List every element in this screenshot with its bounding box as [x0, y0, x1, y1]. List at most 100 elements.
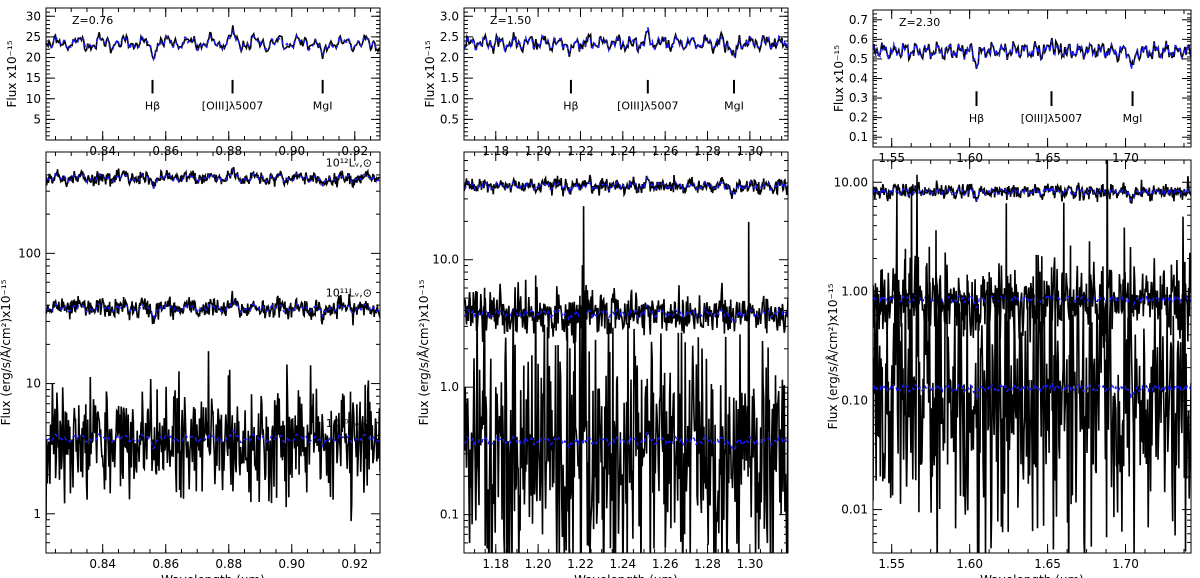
- y-tick-label: 0.1: [440, 508, 459, 522]
- x-tick-label: 1.30: [737, 557, 764, 571]
- y-tick-label: 0.5: [440, 112, 459, 126]
- model-spectrum-1: [873, 38, 1191, 71]
- data-spectrum-2: [46, 290, 380, 326]
- redshift-label: Z=2.30: [899, 16, 940, 29]
- y-tick-label: 20: [26, 51, 41, 65]
- line-label: MgI: [313, 99, 333, 112]
- spectra-group: [46, 166, 380, 522]
- axes-frame: [872, 159, 1192, 554]
- y-axis-label: Flux (erg/s/Å/cm²)x10⁻¹⁵: [416, 279, 431, 425]
- panel-top-2: 1.18 1.20 1.22 1.24 1.26 1.28 1.30 0.5 1.0 1.5 2.0…: [423, 7, 789, 158]
- data-spectrum-1: [46, 25, 380, 61]
- x-tick-label: 0.84: [89, 144, 116, 158]
- y-tick-label: 10: [26, 92, 41, 106]
- x-tick-label: 1.18: [482, 557, 509, 571]
- data-spectrum-3: [464, 206, 788, 553]
- x-tick-label: 1.22: [567, 557, 594, 571]
- line-label: [OIII]λ5007: [617, 99, 678, 112]
- x-tick-label: 1.28: [694, 557, 721, 571]
- luminosity-label: 10¹⁰Lᵥ,⊙: [326, 417, 372, 430]
- axes-frame: [45, 7, 381, 141]
- x-tick-label: 0.90: [278, 144, 305, 158]
- line-label: Hβ: [969, 112, 984, 125]
- spectra-group: [46, 25, 380, 62]
- y-tick-label: 0.10: [841, 393, 868, 407]
- data-spectrum-1: [464, 174, 788, 200]
- axes-frame: [872, 9, 1192, 148]
- y-axis-label: Flux (erg/s/Å/cm²)x10⁻¹⁵: [0, 279, 13, 425]
- panel-bottom-3: 1.55 1.60 1.65 1.70 0.01 0.10 1.00 10.00 Flux (e…: [825, 159, 1192, 578]
- axes-frame: [463, 7, 789, 141]
- model-spectrum-1: [46, 169, 380, 189]
- model-spectrum-3: [46, 429, 380, 450]
- spectra-group: [464, 26, 788, 59]
- panel-top-1: 0.84 0.86 0.88 0.90 0.92 5 10 15 20 25 30 Flux x10⁻…: [5, 7, 381, 158]
- y-axis-label: Flux (erg/s/Å/cm²)x10⁻¹⁵: [825, 283, 840, 429]
- y-tick-label: 0.1: [849, 130, 868, 144]
- y-tick-label: 0.6: [849, 32, 868, 46]
- y-tick-label: 0.5: [849, 52, 868, 66]
- y-axis-label: Flux x10⁻¹⁵: [5, 40, 19, 107]
- x-tick-label: 1.24: [609, 144, 636, 158]
- x-tick-label: 0.88: [215, 557, 242, 571]
- line-label: [OIII]λ5007: [202, 99, 263, 112]
- y-axis-label: Flux x10⁻¹⁵: [423, 40, 437, 107]
- y-axis-label: Flux x10⁻¹⁵: [832, 45, 846, 112]
- line-label: MgI: [1123, 112, 1143, 125]
- x-axis-label: Wavelength (μm): [574, 573, 678, 578]
- model-spectrum-3: [873, 381, 1191, 399]
- data-spectrum-3: [873, 160, 1191, 553]
- y-tick-label: 10: [26, 377, 41, 391]
- data-spectrum-1: [464, 26, 788, 59]
- y-tick-label: 0.01: [841, 503, 868, 517]
- y-tick-label: 3.0: [440, 9, 459, 23]
- model-spectrum-2: [46, 299, 380, 320]
- panel-bottom-2: 1.18 1.20 1.22 1.24 1.26 1.28 1.30 0.1 1.0 10.0Fl…: [416, 151, 789, 578]
- x-tick-label: 1.60: [956, 151, 983, 165]
- x-tick-label: 1.20: [525, 144, 552, 158]
- x-tick-label: 1.18: [482, 144, 509, 158]
- x-tick-label: 1.30: [737, 144, 764, 158]
- x-axis-label: Wavelength (μm): [161, 573, 265, 578]
- y-tick-label: 15: [26, 71, 41, 85]
- y-tick-label: 1.00: [841, 284, 868, 298]
- panel-top-3: 1.55 1.60 1.65 1.70 0.1 0.2 0.3 0.4 0.5 0.6 0.7 Flu…: [832, 9, 1192, 165]
- y-tick-label: 1.0: [440, 92, 459, 106]
- line-label: MgI: [724, 99, 744, 112]
- x-tick-label: 1.70: [1112, 151, 1139, 165]
- x-tick-label: 0.92: [341, 557, 368, 571]
- data-spectrum-3: [46, 351, 380, 522]
- x-tick-label: 0.86: [152, 144, 179, 158]
- x-tick-label: 0.92: [341, 144, 368, 158]
- x-tick-label: 1.65: [1034, 151, 1061, 165]
- x-tick-label: 1.65: [1034, 557, 1061, 571]
- y-tick-label: 30: [26, 9, 41, 23]
- x-axis-label: Wavelength (μm): [980, 573, 1084, 578]
- y-tick-label: 0.4: [849, 72, 868, 86]
- x-tick-label: 1.26: [652, 557, 679, 571]
- x-tick-label: 1.70: [1112, 557, 1139, 571]
- y-tick-label: 1: [33, 507, 41, 521]
- model-spectrum-3: [464, 431, 788, 450]
- line-label: Hβ: [563, 99, 578, 112]
- x-tick-label: 1.60: [956, 557, 983, 571]
- luminosity-label: 10¹¹Lᵥ,⊙: [326, 287, 372, 300]
- y-tick-label: 2.0: [440, 51, 459, 65]
- y-tick-label: 10.0: [432, 253, 459, 267]
- spectra-group: [873, 160, 1191, 553]
- y-tick-label: 5: [33, 112, 41, 126]
- y-tick-label: 10.00: [834, 175, 868, 189]
- y-tick-label: 100: [18, 246, 41, 260]
- y-tick-label: 0.3: [849, 91, 868, 105]
- y-tick-label: 1.0: [440, 380, 459, 394]
- x-tick-label: 1.22: [567, 144, 594, 158]
- axes-frame: [463, 151, 789, 554]
- x-tick-label: 1.55: [878, 151, 905, 165]
- line-label: [OIII]λ5007: [1021, 112, 1082, 125]
- spectra-group: [873, 37, 1191, 71]
- y-tick-label: 2.5: [440, 30, 459, 44]
- spectra-group: [464, 174, 788, 553]
- x-tick-label: 1.28: [694, 144, 721, 158]
- y-tick-label: 1.5: [440, 71, 459, 85]
